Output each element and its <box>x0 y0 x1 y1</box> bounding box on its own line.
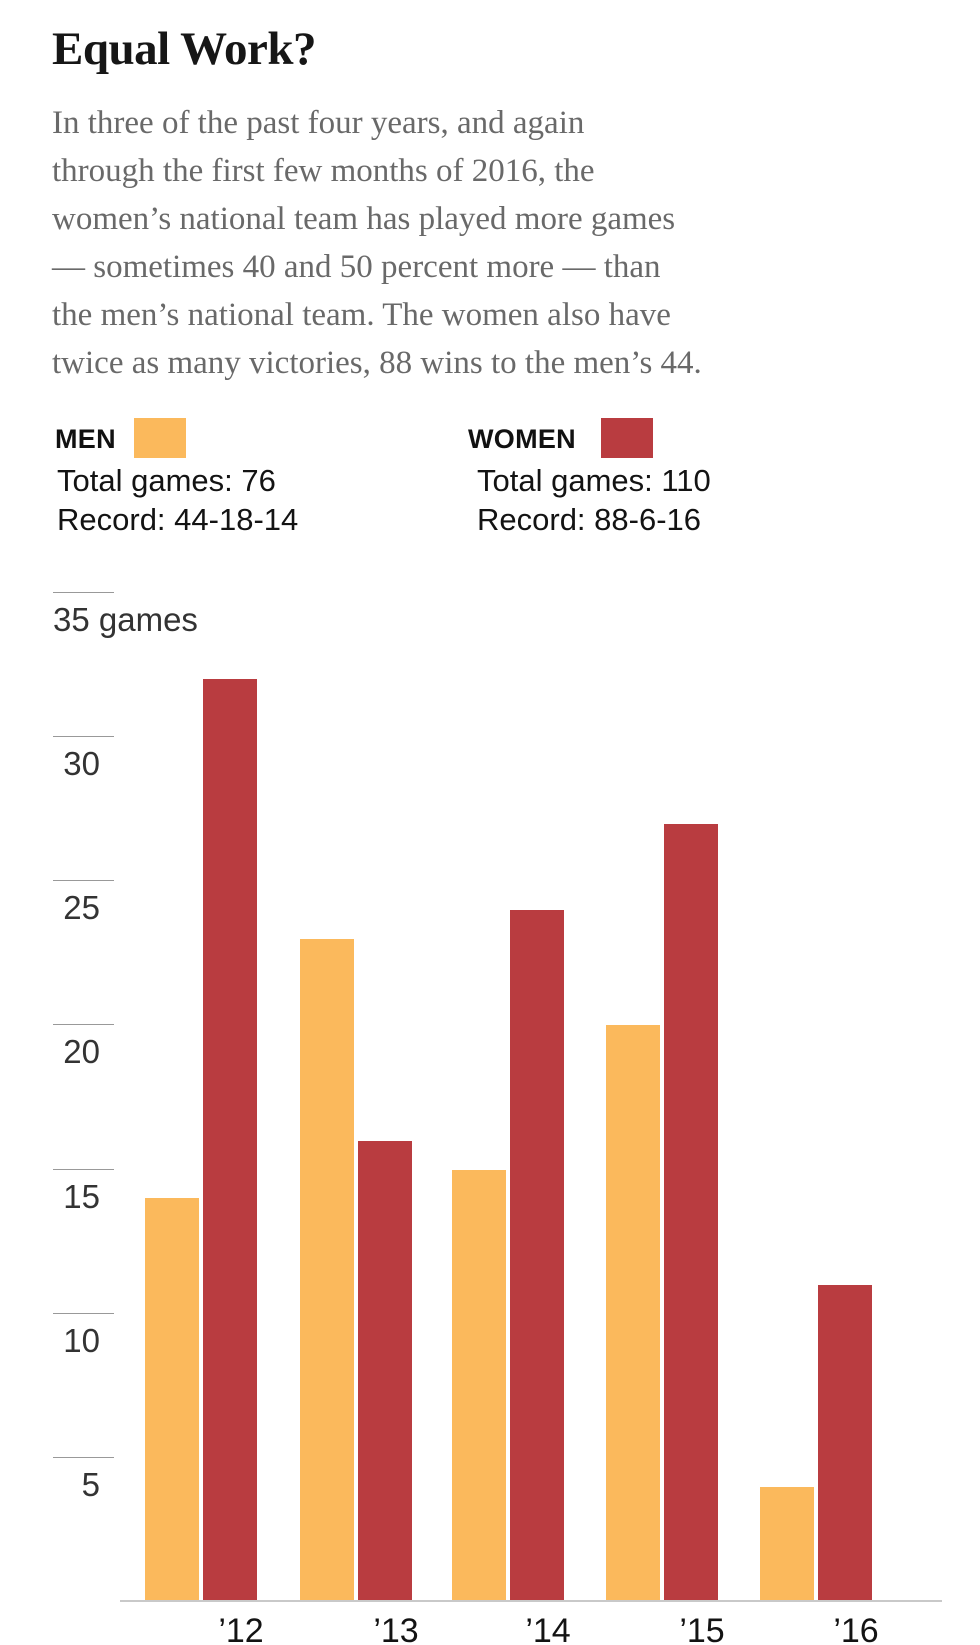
bar-men-16 <box>760 1487 814 1600</box>
y-axis-tick-25 <box>53 880 114 882</box>
men-color-swatch <box>134 418 186 458</box>
bar-women-15 <box>664 824 718 1600</box>
x-axis-label-12: ’12 <box>218 1612 264 1645</box>
y-axis-tick-label-25: 25 <box>63 889 100 927</box>
bar-women-13 <box>358 1141 412 1600</box>
bar-women-14 <box>510 910 564 1600</box>
y-axis-tick-10 <box>53 1312 114 1314</box>
y-axis-tick-label-30: 30 <box>63 745 100 783</box>
bar-chart: 35 games 30 25 20 15 10 5 ’12 ’13 ’14 ’15 ’16 <box>0 560 980 1645</box>
bar-men-15 <box>606 1025 660 1600</box>
bar-men-13 <box>300 939 354 1600</box>
bar-men-14 <box>452 1170 506 1600</box>
y-axis-tick-label-15: 15 <box>63 1177 100 1215</box>
y-axis-tick-label-5: 5 <box>81 1465 100 1503</box>
y-axis-tick-30 <box>53 736 114 738</box>
y-axis-tick-35 <box>53 591 114 593</box>
y-axis-tick-15 <box>53 1168 114 1170</box>
women-color-swatch <box>601 418 653 458</box>
bar-men-12 <box>145 1198 199 1600</box>
x-axis-baseline <box>120 1600 942 1602</box>
x-axis-label-14: ’14 <box>525 1612 571 1645</box>
legend-men-record: Record: 44-18-14 <box>57 502 299 537</box>
legend-men-total: Total games: 76 <box>57 463 276 498</box>
y-axis-tick-20 <box>53 1024 114 1026</box>
bar-women-12 <box>203 679 257 1600</box>
y-axis-tick-label-35: 35 games <box>53 600 198 638</box>
intro-paragraph: In three of the past four years, and aga… <box>52 105 702 381</box>
x-axis-label-13: ’13 <box>373 1612 419 1645</box>
x-axis-label-16: ’16 <box>833 1612 879 1645</box>
legend-women-record: Record: 88-6-16 <box>477 502 702 537</box>
page-title: Equal Work? <box>52 23 317 75</box>
legend-men-label: MEN <box>55 424 116 454</box>
legend-women-total: Total games: 110 <box>477 463 711 498</box>
y-axis-tick-5 <box>53 1456 114 1458</box>
x-axis-label-15: ’15 <box>679 1612 725 1645</box>
bar-women-16 <box>818 1285 872 1600</box>
y-axis-tick-label-10: 10 <box>63 1321 100 1359</box>
y-axis-tick-label-20: 20 <box>63 1033 100 1071</box>
legend-women-label: WOMEN <box>468 424 576 454</box>
